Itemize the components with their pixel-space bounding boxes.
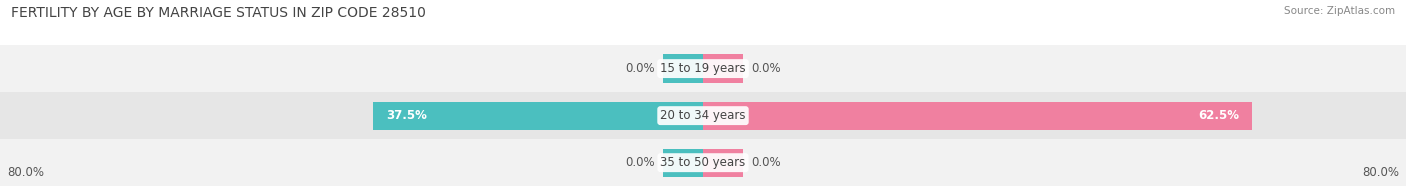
Text: 62.5%: 62.5% (1198, 109, 1239, 122)
Text: 0.0%: 0.0% (626, 156, 655, 169)
Bar (664, 149, 703, 177)
Text: 37.5%: 37.5% (387, 109, 427, 122)
Bar (664, 54, 703, 83)
Bar (374, 102, 703, 130)
Text: 15 to 19 years: 15 to 19 years (661, 62, 745, 75)
Text: 0.0%: 0.0% (751, 156, 780, 169)
Text: 20 to 34 years: 20 to 34 years (661, 109, 745, 122)
Bar (0, 92, 1406, 139)
Bar (0, 45, 1406, 92)
Text: 80.0%: 80.0% (7, 166, 44, 179)
Bar (703, 149, 742, 177)
Bar (703, 54, 742, 83)
Bar (0, 139, 1406, 186)
Text: 35 to 50 years: 35 to 50 years (661, 156, 745, 169)
Bar (703, 102, 1253, 130)
Text: 0.0%: 0.0% (626, 62, 655, 75)
Text: 80.0%: 80.0% (1362, 166, 1399, 179)
Text: 0.0%: 0.0% (751, 62, 780, 75)
Text: Source: ZipAtlas.com: Source: ZipAtlas.com (1284, 6, 1395, 16)
Text: FERTILITY BY AGE BY MARRIAGE STATUS IN ZIP CODE 28510: FERTILITY BY AGE BY MARRIAGE STATUS IN Z… (11, 6, 426, 20)
